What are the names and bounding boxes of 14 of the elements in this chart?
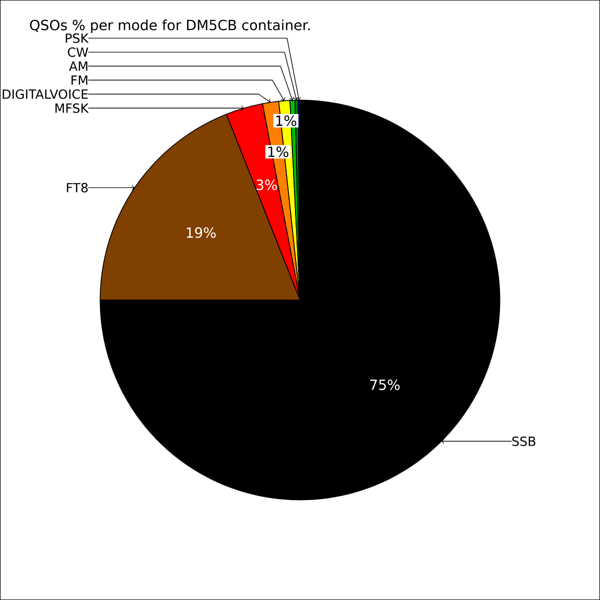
- chart-title: QSOs % per mode for DM5CB container.: [30, 19, 310, 34]
- data-label: 19%: [186, 227, 216, 238]
- slice-label: FT8: [66, 182, 88, 192]
- data-label: 3%: [256, 180, 277, 190]
- slice-label: DIGITALVOICE: [2, 89, 88, 99]
- slice-label: FM: [72, 76, 88, 85]
- data-label: 75%: [370, 379, 400, 390]
- slice-label: CW: [68, 47, 88, 57]
- slice-label: SSB: [512, 436, 536, 446]
- data-label: 1%: [268, 146, 288, 158]
- slice-label: MFSK: [55, 103, 89, 113]
- slice-label: PSK: [66, 33, 89, 43]
- data-label: 1%: [276, 115, 296, 126]
- slice-label: AM: [69, 62, 88, 71]
